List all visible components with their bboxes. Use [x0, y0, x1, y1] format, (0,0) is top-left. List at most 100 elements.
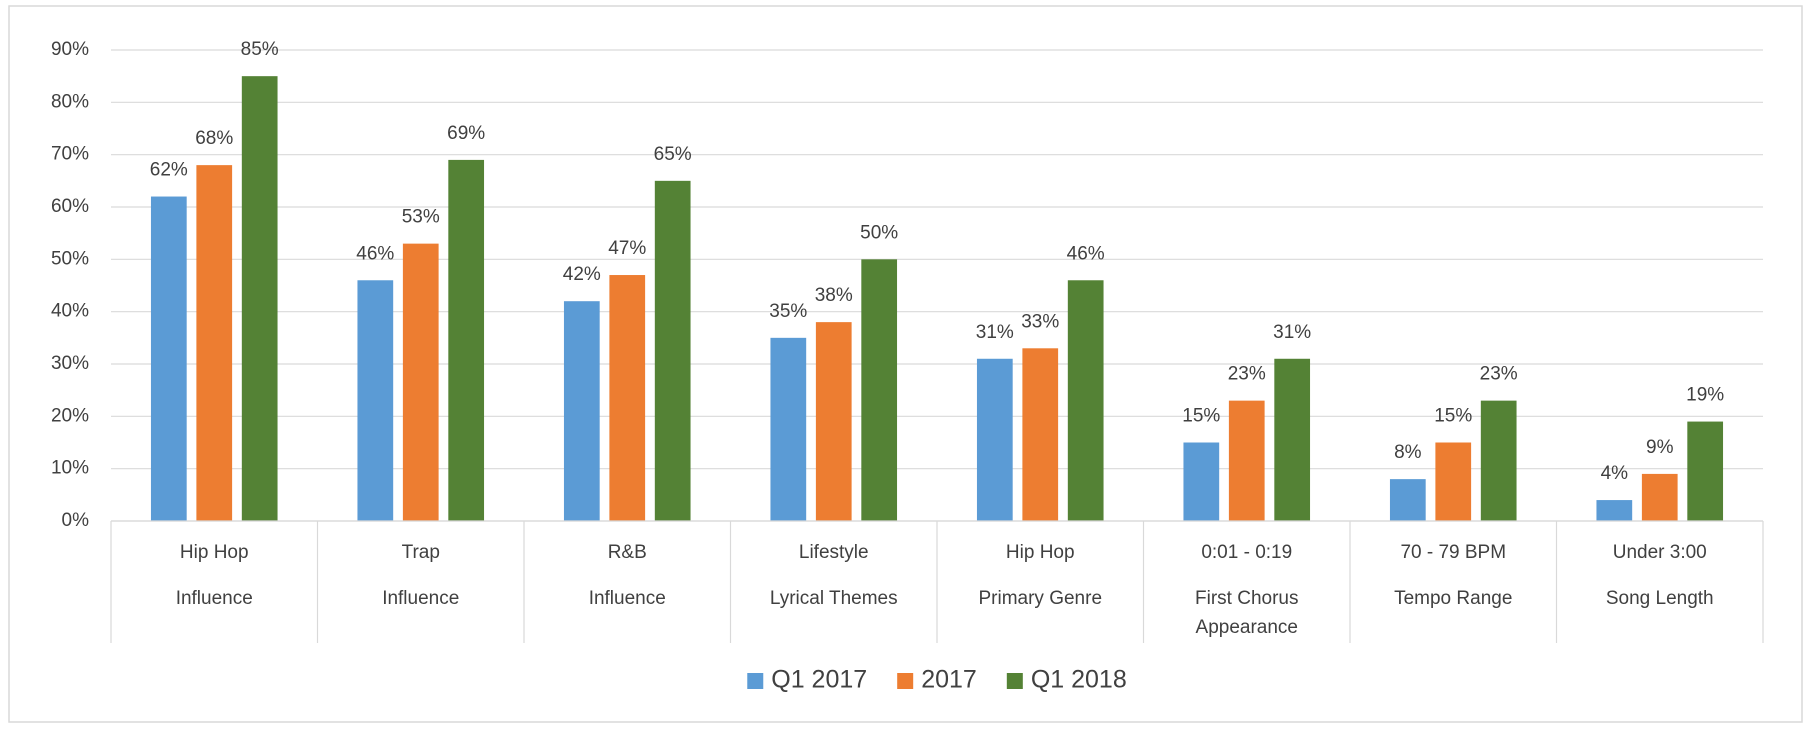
x-tick-label-box: Tempo Range: [1394, 588, 1513, 609]
y-tick-label: 80%: [51, 91, 89, 112]
bar: [1067, 280, 1104, 521]
x-tick-label-box: First Chorus Appearance: [1195, 588, 1299, 638]
bar: [1596, 500, 1633, 521]
x-tick-label: Lyrical Themes: [769, 588, 898, 609]
data-label: 19%: [1686, 385, 1724, 406]
y-tick-label: 40%: [51, 301, 89, 322]
x-tick-label-box: Lifestyle: [798, 542, 869, 563]
bar: [770, 337, 807, 521]
x-tick-label-box: Influence: [175, 588, 253, 609]
x-tick-label-box: R&B: [607, 542, 647, 563]
data-label: 35%: [769, 301, 807, 322]
x-tick-label-box: 70 - 79 BPM: [1400, 542, 1507, 563]
data-label: 46%: [1067, 243, 1105, 264]
x-tick-label: Song Length: [1605, 588, 1714, 609]
legend-label: 2017: [921, 666, 977, 694]
data-label: 65%: [654, 144, 692, 165]
legend-swatch: [747, 673, 764, 689]
x-tick-label-box: Hip Hop: [1005, 542, 1075, 563]
bar: [609, 275, 646, 521]
data-label: 62%: [150, 160, 188, 181]
data-label: 31%: [976, 322, 1014, 343]
bar: [448, 159, 485, 521]
x-tick-label: Influence: [382, 588, 460, 609]
bar: [1022, 348, 1059, 521]
data-label: 4%: [1601, 463, 1629, 484]
data-label: 42%: [563, 264, 601, 285]
legend-item: 2017: [897, 666, 977, 694]
x-tick-label: Primary Genre: [978, 588, 1103, 609]
x-tick-label-box: Influence: [382, 588, 460, 609]
data-label: 31%: [1273, 322, 1311, 343]
x-tick-label-box: Trap: [401, 542, 440, 563]
data-label: 38%: [815, 285, 853, 306]
bar: [196, 165, 233, 521]
x-tick-label: Under 3:00: [1612, 542, 1707, 563]
bar: [861, 259, 898, 521]
y-tick-label: 60%: [51, 196, 89, 217]
x-tick-label: 0:01 - 0:19: [1201, 542, 1293, 563]
bar: [1687, 421, 1724, 521]
x-tick-label: First Chorus Appearance: [1195, 588, 1299, 638]
data-label: 69%: [447, 123, 485, 144]
y-tick-label: 10%: [51, 458, 89, 479]
x-tick-label-box: Hip Hop: [179, 542, 249, 563]
data-label: 23%: [1228, 364, 1266, 385]
y-tick-label: 50%: [51, 248, 89, 269]
x-tick-label: Influence: [175, 588, 253, 609]
bar: [1641, 473, 1678, 521]
bar: [150, 196, 187, 522]
x-tick-label-box: Primary Genre: [978, 588, 1103, 609]
x-tick-label-box: Lyrical Themes: [769, 588, 898, 609]
bar: [654, 180, 691, 522]
data-label: 9%: [1646, 437, 1674, 458]
bar: [357, 280, 394, 521]
x-tick-label-box: Under 3:00: [1612, 542, 1707, 563]
y-tick-label: 20%: [51, 405, 89, 426]
x-tick-label: Tempo Range: [1394, 588, 1513, 609]
legend-swatch: [1006, 673, 1023, 689]
legend-item: Q1 2017: [747, 666, 867, 694]
x-tick-label: Influence: [588, 588, 666, 609]
x-tick-label: 70 - 79 BPM: [1400, 542, 1507, 563]
data-label: 47%: [608, 238, 646, 259]
data-label: 68%: [195, 128, 233, 149]
data-label: 85%: [241, 39, 279, 60]
legend-item: Q1 2018: [1006, 666, 1127, 694]
bar: [241, 76, 278, 522]
data-label: 50%: [860, 222, 898, 243]
legend-label: Q1 2017: [771, 666, 867, 694]
bar: [1183, 442, 1220, 521]
data-label: 33%: [1021, 311, 1059, 332]
bar: [1435, 442, 1472, 521]
x-tick-label-box: Song Length: [1605, 588, 1714, 609]
x-tick-label-box: 0:01 - 0:19: [1201, 542, 1293, 563]
data-label: 8%: [1394, 442, 1422, 463]
x-tick-label-box: Influence: [588, 588, 666, 609]
y-tick-label: 30%: [51, 353, 89, 374]
data-label: 15%: [1434, 406, 1472, 427]
bar: [402, 243, 439, 521]
bar: [815, 322, 852, 521]
x-tick-label: Hip Hop: [1005, 542, 1075, 563]
data-label: 46%: [356, 243, 394, 264]
bar: [976, 358, 1013, 521]
bar: [563, 301, 600, 521]
bar: [1389, 479, 1426, 521]
legend-swatch: [897, 673, 914, 689]
data-label: 15%: [1182, 406, 1220, 427]
y-tick-label: 70%: [51, 144, 89, 165]
bar: [1228, 400, 1265, 521]
data-label: 53%: [402, 207, 440, 228]
x-tick-label: R&B: [607, 542, 647, 563]
legend-label: Q1 2018: [1031, 666, 1127, 694]
data-label: 23%: [1480, 364, 1518, 385]
x-tick-label: Lifestyle: [798, 542, 869, 563]
y-tick-label: 90%: [51, 39, 89, 60]
x-tick-label: Trap: [401, 542, 440, 563]
y-tick-label: 0%: [62, 510, 90, 531]
bar: [1274, 358, 1311, 521]
bar: [1480, 400, 1517, 521]
x-tick-label: Hip Hop: [179, 542, 249, 563]
